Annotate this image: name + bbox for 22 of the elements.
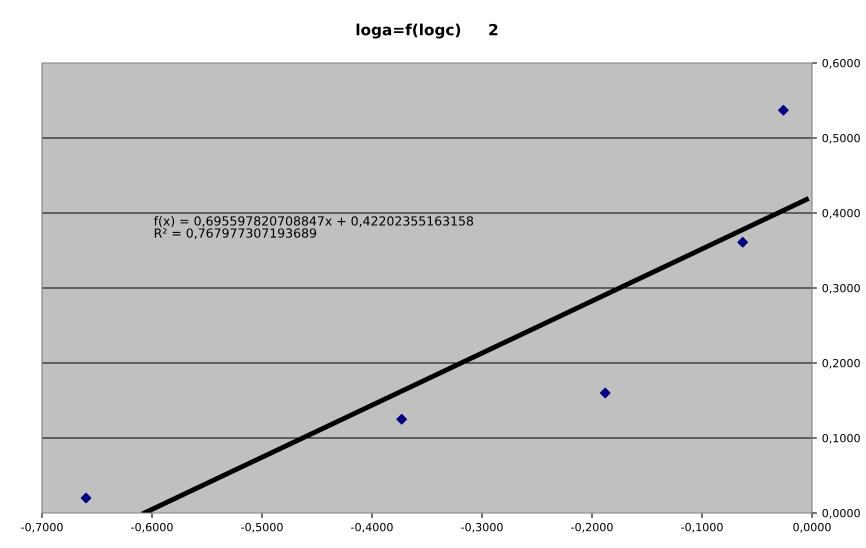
- x-tick-label: -0,3000: [461, 522, 503, 532]
- point: [80, 492, 92, 504]
- chart-title: loga=f(logc) 2: [356, 24, 498, 39]
- annotation: f(x) = 0,695597820708847x + 0,42202355163158 R² = 0,767977307193689: [154, 216, 474, 240]
- x-tick-label: -0,2000: [571, 522, 613, 532]
- y-tick-label: 0,3000: [822, 284, 860, 294]
- point: [737, 236, 748, 248]
- x-tick-label: -0,5000: [241, 522, 283, 532]
- x-tick-label: -0,1000: [681, 522, 723, 532]
- point: [600, 388, 610, 398]
- y-tick-label: 0,1000: [822, 434, 860, 444]
- x-tick-label: 0,0000: [793, 522, 831, 532]
- x-tick-label: -0,7000: [21, 522, 63, 532]
- x-tick-label: -0,6000: [131, 522, 173, 532]
- y-tick-label: 0,2000: [822, 358, 860, 369]
- y-tick-label: 0,5000: [822, 134, 860, 144]
- point: [778, 104, 789, 116]
- point: [396, 414, 407, 425]
- y-tick-label: 0,0000: [822, 508, 860, 519]
- y-tick-label: 0,6000: [822, 58, 860, 69]
- x-tick-label: -0,4000: [351, 522, 393, 532]
- y-tick-label: 0,4000: [822, 208, 860, 219]
